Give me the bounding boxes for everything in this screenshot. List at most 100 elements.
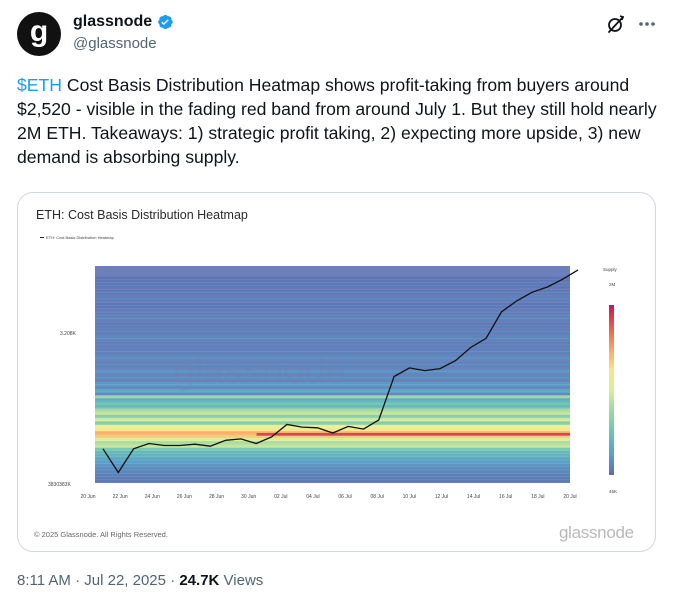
heatmap-band (95, 283, 570, 289)
heatmap-streak (95, 351, 570, 352)
heatmap-band (95, 368, 570, 374)
heatmap-streak (95, 338, 570, 339)
heatmap-band (95, 434, 570, 440)
heatmap-band (95, 460, 570, 466)
tweet-meta: 8:11 AM · Jul 22, 2025 · 24.7K Views (17, 572, 263, 589)
heatmap-streak (95, 446, 570, 448)
heatmap-band (95, 375, 570, 381)
heatmap-bands (95, 266, 570, 483)
heatmap-streak (95, 384, 570, 385)
heatmap-streak (95, 344, 570, 346)
x-tick-label: 12 Jul (435, 494, 448, 500)
heatmap-streak (95, 377, 570, 379)
heatmap-streak (95, 331, 570, 333)
heatmap-band (95, 428, 570, 433)
heatmap-streak (95, 390, 570, 392)
heatmap-streak (95, 430, 570, 431)
heatmap-band (95, 335, 570, 341)
heatmap-band (95, 421, 570, 427)
author-name[interactable]: glassnode (73, 13, 153, 30)
x-tick-label: 30 Jun (241, 494, 256, 500)
heatmap-streak (95, 413, 570, 415)
x-tick-label: 18 Jul (531, 494, 544, 500)
cashtag-link[interactable]: $ETH (17, 75, 62, 95)
tweet-date[interactable]: Jul 22, 2025 (84, 572, 166, 589)
x-tick-label: 28 Jun (209, 494, 224, 500)
heatmap-band (95, 388, 570, 394)
heatmap-band (95, 447, 570, 453)
heatmap-band (95, 405, 570, 410)
heatmap-streak (95, 397, 570, 398)
grok-icon[interactable] (606, 14, 626, 34)
x-tick-label: 20 Jun (80, 494, 95, 500)
heatmap-streak (95, 305, 570, 306)
x-tick-label: 08 Jul (371, 494, 384, 500)
price-line (102, 269, 579, 474)
heatmap-streak (95, 298, 570, 300)
heatmap-streak (95, 285, 570, 287)
avatar-letter: g (29, 15, 49, 48)
heatmap-streak (95, 436, 570, 438)
y-tick-bottom: 3830383K (48, 482, 71, 488)
heatmap-band (95, 329, 570, 335)
heatmap-streak (95, 420, 570, 421)
heatmap-band (95, 441, 570, 446)
heatmap-streak (95, 472, 570, 474)
heatmap-band (95, 467, 570, 473)
author-handle[interactable]: @glassnode (73, 35, 157, 52)
x-tick-label: 16 Jul (499, 494, 512, 500)
heatmap-streak (95, 318, 570, 319)
heatmap-streak (95, 324, 570, 326)
tweet-text: $ETH Cost Basis Distribution Heatmap sho… (17, 73, 657, 169)
heatmap-streak (95, 370, 570, 372)
colorbar-max: 2M (609, 282, 616, 287)
heatmap-band (95, 322, 570, 328)
heatmap-streak (95, 440, 570, 441)
x-tick-label: 24 Jun (145, 494, 160, 500)
more-icon[interactable] (636, 14, 658, 34)
heatmap-band (95, 411, 570, 417)
heatmap-band (95, 296, 570, 302)
heatmap-band (95, 470, 570, 476)
heatmap-band (95, 477, 570, 483)
heatmap-streak (95, 479, 570, 481)
heatmap-band (95, 414, 570, 420)
heatmap-streak (95, 423, 570, 425)
heatmap-streak (95, 292, 570, 293)
heatmap-band (95, 349, 570, 354)
x-tick-label: 10 Jul (403, 494, 416, 500)
x-tick-label: 22 Jun (113, 494, 128, 500)
chart-title: ETH: Cost Basis Distribution Heatmap (36, 208, 248, 222)
heatmap-band (95, 355, 570, 361)
colorbar (609, 305, 614, 475)
heatmap-band (95, 424, 570, 430)
x-tick-label: 02 Jul (274, 494, 287, 500)
heatmap-streak (95, 459, 570, 461)
heatmap-band (95, 362, 570, 368)
heatmap-streak (95, 278, 570, 280)
verified-badge-icon (158, 14, 173, 30)
heatmap-band (95, 381, 570, 387)
heatmap-streak (95, 400, 570, 402)
x-tick-label: 14 Jul (467, 494, 480, 500)
tweet-time[interactable]: 8:11 AM (17, 572, 71, 589)
views-label: Views (223, 572, 264, 589)
heatmap-streak (95, 456, 570, 458)
heatmap-chart: glassnode 3.208K 3830383K 20 Jun 22 Jun 24… (48, 266, 618, 500)
heatmap-band (95, 401, 570, 407)
background-watermark: glassnode (173, 350, 346, 392)
heatmap-band (95, 418, 570, 423)
heatmap-streak (95, 403, 570, 405)
heatmap-streak (95, 469, 570, 471)
heatmap-band (95, 309, 570, 315)
avatar[interactable]: g (17, 12, 61, 56)
chart-image-card[interactable]: ETH: Cost Basis Distribution Heatmap ETH… (17, 192, 656, 552)
heatmap-streak (95, 417, 570, 418)
author-name-row[interactable]: glassnode (73, 13, 174, 31)
colorbar-min: 46K (609, 489, 617, 494)
x-tick-label: 04 Jul (306, 494, 319, 500)
heatmap-streak (95, 407, 570, 408)
chart-copyright: © 2025 Glassnode. All Rights Reserved. (34, 530, 168, 539)
heatmap-streak (95, 410, 570, 412)
tweet-body: Cost Basis Distribution Heatmap shows pr… (17, 75, 657, 167)
